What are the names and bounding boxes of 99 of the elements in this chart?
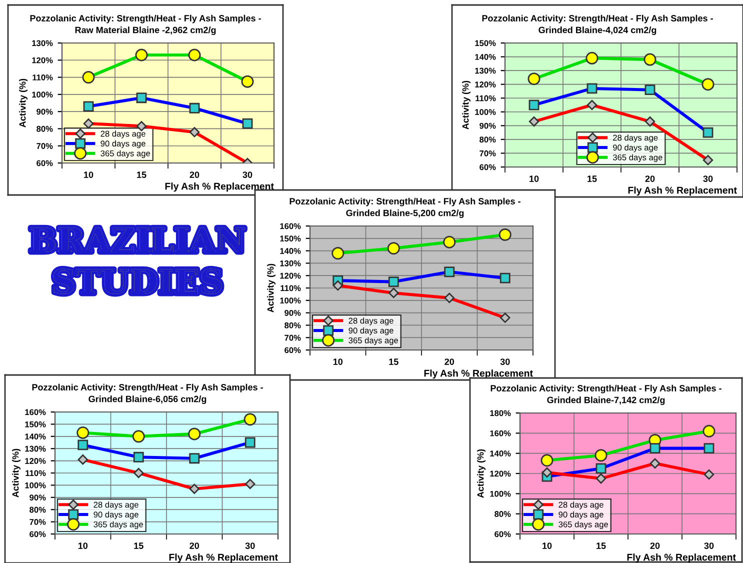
x-tick-label: 15 (137, 172, 146, 178)
y-tick-label: 90% (30, 494, 46, 500)
y-tick-label: 180% (490, 410, 511, 416)
y-tick-label: 110% (280, 285, 301, 292)
y-tick-label: 120% (280, 272, 301, 279)
y-axis-title: Activity (%) (12, 448, 20, 498)
y-tick-label: 90% (284, 310, 301, 316)
y-tick-label: 80% (480, 136, 496, 143)
x-tick-label: 10 (530, 176, 539, 182)
y-tick-label: 120% (475, 82, 496, 88)
x-tick-label: 20 (190, 172, 200, 178)
legend-label: 90 days age (100, 140, 146, 148)
x-axis-title: Fly Ash % Replacement (627, 554, 736, 563)
legend-label: 28 days age (100, 130, 146, 138)
x-tick-label: 30 (245, 542, 255, 549)
legend-label: 365 days age (612, 154, 662, 162)
legend-label: 28 days age (558, 502, 604, 510)
y-tick-label: 60% (480, 164, 496, 170)
x-tick-label: 10 (333, 358, 343, 365)
x-tick-label: 30 (242, 172, 252, 178)
legend-label: 90 days age (558, 511, 604, 520)
chart-title: Pozzolanic Activity: Strength/Heat - Fly Ash Samples - Grinded Blaine-7,142 cm2/g (490, 384, 722, 405)
y-tick-label: 140% (25, 434, 46, 440)
x-tick-label: 10 (78, 542, 88, 549)
chart-title: Pozzolanic Activity: Strength/Heat - Fly Ash Samples - Grinded Blaine-4,024 cm2/g (482, 14, 713, 35)
y-tick-label: 70% (480, 150, 496, 156)
x-tick-label: 20 (190, 542, 200, 549)
y-tick-label: 80% (30, 506, 46, 513)
y-tick-label: 130% (25, 446, 46, 452)
x-tick-label: 15 (134, 542, 144, 549)
x-tick-label: 30 (703, 176, 713, 182)
y-axis-title: Activity (%) (462, 80, 470, 130)
y-tick-label: 110% (476, 95, 496, 102)
chart-title: Pozzolanic Activity: Strength/Heat - Fly Ash Samples - Grinded Blaine-6,056 cm2/g (32, 384, 263, 404)
y-tick-label: 60% (36, 160, 53, 166)
y-tick-label: 100% (280, 298, 301, 304)
y-tick-label: 80% (284, 322, 301, 328)
x-axis-title: Fly Ash % Replacement (628, 186, 737, 196)
chart-title: Pozzolanic Activity: Strength/Heat - Fly Ash Samples - Grinded Blaine-5,200 cm2/g (290, 198, 520, 218)
y-axis-title: Activity (%) (477, 449, 486, 498)
legend-label: 90 days age (348, 327, 394, 336)
y-tick-label: 100% (32, 92, 53, 98)
y-tick-label: 70% (284, 334, 301, 341)
legend-label: 28 days age (348, 318, 394, 326)
text: STUDIES (54, 268, 222, 294)
x-tick-label: 10 (84, 172, 94, 178)
y-tick-label: 110% (26, 470, 46, 476)
y-tick-label: 60% (284, 347, 301, 354)
y-tick-label: 70% (30, 519, 46, 525)
x-tick-label: 20 (645, 176, 655, 182)
y-tick-label: 140% (475, 54, 496, 60)
x-tick-label: 30 (500, 358, 510, 365)
legend-label: 28 days age (613, 134, 658, 142)
y-tick-label: 60% (494, 531, 511, 538)
y-tick-label: 100% (25, 482, 46, 488)
y-tick-label: 130% (32, 40, 53, 46)
chart-title: Pozzolanic Activity: Strength/Heat - Fly Ash Samples - Raw Material Blaine -2,962 cm2/g (30, 14, 261, 35)
y-tick-label: 160% (280, 223, 301, 230)
y-tick-label: 160% (25, 409, 46, 416)
x-axis-title: Fly Ash % Replacement (165, 182, 274, 192)
y-axis-title: Activity (%) (267, 264, 276, 312)
y-tick-label: 90% (480, 122, 496, 129)
legend-label: 365 days age (94, 521, 144, 529)
x-tick-label: 20 (650, 542, 660, 549)
y-tick-label: 80% (494, 511, 511, 517)
y-tick-label: 150% (280, 236, 301, 242)
y-tick-label: 130% (475, 68, 496, 74)
y-tick-label: 90% (36, 108, 53, 115)
y-tick-label: 130% (280, 260, 301, 266)
y-tick-label: 150% (475, 40, 496, 46)
x-tick-label: 15 (596, 542, 606, 549)
legend-label: 28 days age (94, 502, 138, 510)
y-tick-label: 100% (475, 109, 496, 115)
y-tick-label: 70% (36, 143, 53, 149)
legend-label: 365 days age (558, 521, 608, 529)
x-tick-label: 20 (444, 358, 454, 365)
y-tick-label: 160% (490, 430, 511, 436)
legend-label: 365 days age (100, 150, 150, 158)
y-tick-label: 60% (30, 531, 46, 538)
y-tick-label: 120% (25, 458, 46, 464)
y-tick-label: 80% (36, 126, 53, 132)
x-tick-label: 15 (389, 358, 398, 365)
x-tick-label: 15 (588, 176, 597, 182)
y-tick-label: 100% (490, 490, 511, 497)
x-tick-label: 10 (542, 542, 552, 549)
legend-label: 365 days age (348, 337, 398, 345)
x-tick-label: 30 (704, 542, 714, 549)
text: BRAZILIAN (30, 228, 245, 252)
y-tick-label: 120% (490, 470, 511, 477)
y-tick-label: 120% (32, 57, 53, 64)
x-axis-title: Fly Ash % Replacement (169, 554, 278, 563)
y-tick-label: 140% (280, 248, 301, 254)
y-axis-title: Activity (%) (19, 78, 28, 128)
x-axis-title: Fly Ash % Replacement (424, 370, 533, 379)
y-tick-label: 110% (32, 74, 53, 80)
legend-label: 90 days age (94, 511, 138, 520)
y-tick-label: 150% (25, 421, 46, 428)
y-tick-label: 140% (490, 450, 511, 456)
legend-label: 90 days age (613, 144, 658, 152)
